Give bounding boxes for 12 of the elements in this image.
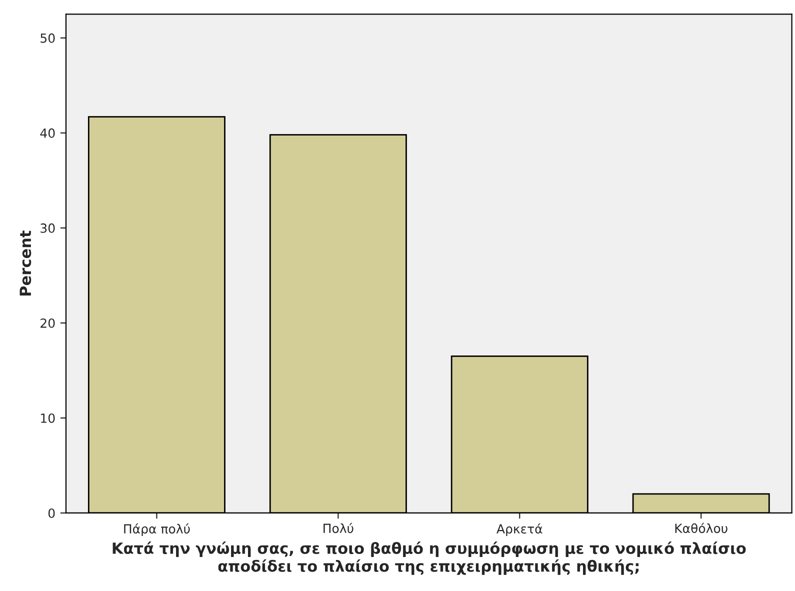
y-tick-label: 50 <box>40 33 55 43</box>
x-tick-label: Αρκετά <box>496 523 542 536</box>
x-tick-label: Πολύ <box>324 522 354 534</box>
y-tick-label: 20 <box>40 318 55 328</box>
x-axis-title: Κατά την γνώμη σας, σε ποιο βαθμό η συμμόρφωση με το νομικό πλαίσιο αποδίδει το πλαίσιο της επιχειρηματικής ηθικής; <box>112 542 746 575</box>
y-tick-label: 10 <box>41 413 55 423</box>
y-tick-label: 40 <box>40 128 55 138</box>
y-tick-label: 0 <box>48 508 55 518</box>
y-axis-title: Percent <box>20 230 32 296</box>
x-tick-label: Πάρα πολύ <box>124 523 190 536</box>
y-tick-label: 30 <box>40 223 55 233</box>
x-tick-label: Καθόλου <box>675 522 728 534</box>
